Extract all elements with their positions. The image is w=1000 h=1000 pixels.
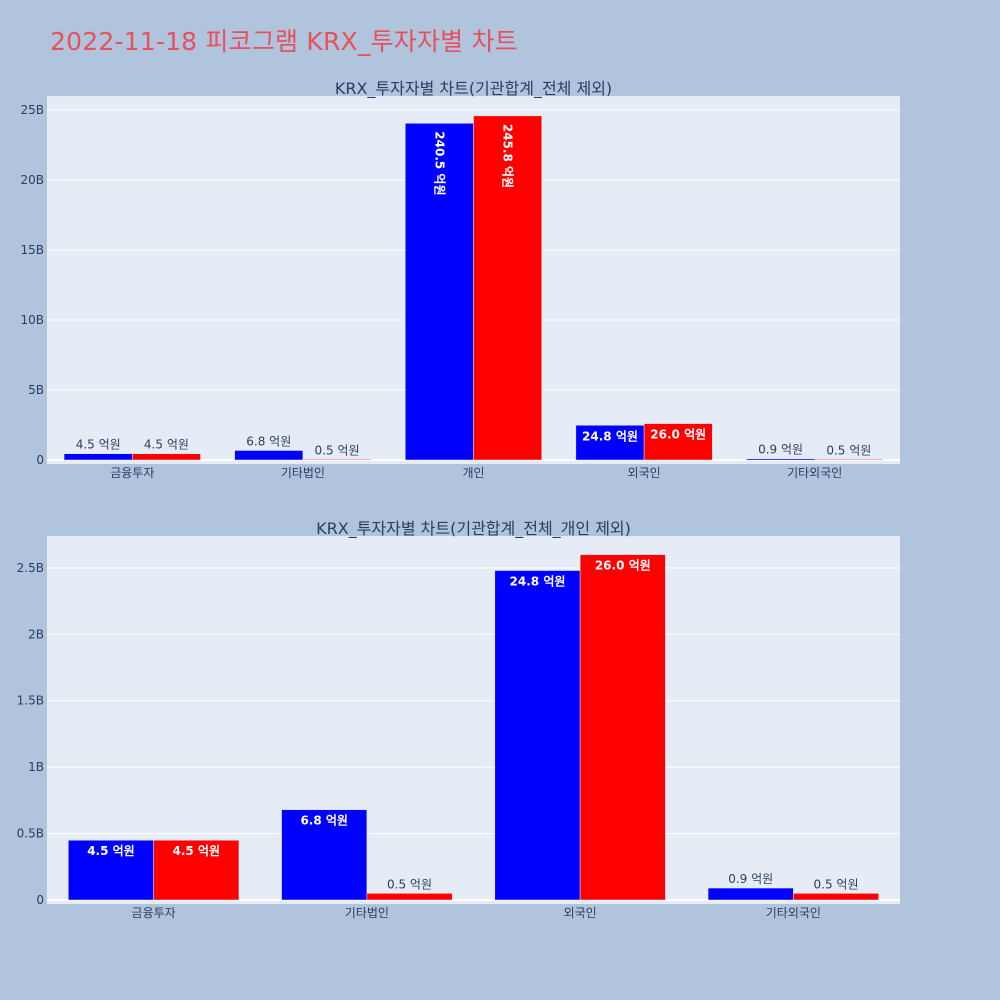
page-title: 2022-11-18 피코그램 KRX_투자자별 차트 [50,27,518,56]
bar-label: 240.5 억원 [432,131,446,195]
chart-title: KRX_투자자별 차트(기관합계_전체 제외) [335,79,612,99]
y-tick-label: 0.5B [17,827,44,841]
bar [63,453,133,461]
x-tick-label: 외국인 [564,906,597,920]
y-tick-label: 20B [20,173,44,187]
bar-label: 6.8 억원 [300,814,348,828]
chart-1: KRX_투자자별 차트(기관합계_전체 제외) 0 5B 10B 15B 20B 25B 금융… [20,79,900,480]
y-tick-label: 15B [20,243,44,257]
bar [302,459,372,461]
x-tick-label: 개인 [462,466,484,480]
chart-2: KRX_투자자별 차트(기관합계_전체_개인 제외) 0 0.5B 1B 1.5B 2B 2… [17,519,900,920]
x-tick-label: 외국인 [628,466,661,480]
bar-label: 0.9 억원 [758,443,803,457]
bar [234,450,304,461]
y-tick-label: 2.5B [17,561,44,575]
bar [366,893,453,901]
y-tick-label: 1.5B [17,694,44,708]
bar [494,570,581,901]
bar-label: 0.5 억원 [826,443,871,457]
bar-label: 4.5 억원 [76,438,121,452]
x-tick-label: 기타외국인 [787,466,842,480]
x-tick-label: 기타법인 [281,466,325,480]
bar [814,459,884,461]
bar [746,458,815,461]
bar-label: 0.5 억원 [387,877,432,891]
bar [707,887,794,901]
x-tick-label: 기타법인 [345,906,389,920]
bar [68,839,154,901]
y-tick-label: 25B [20,103,44,117]
bar-label: 4.5 억원 [173,844,221,858]
bar [132,453,201,461]
y-tick-label: 10B [20,313,44,327]
y-tick-label: 2B [28,627,44,641]
bar [281,809,368,901]
bar-label: 24.8 억원 [582,429,638,443]
bar [579,554,666,901]
bar [643,423,713,461]
x-tick-label: 금융투자 [110,466,154,480]
x-tick-label: 기타외국인 [766,906,821,920]
y-tick-label: 0 [36,453,44,467]
bar-label: 0.5 억원 [315,443,360,457]
y-tick-label: 0 [36,893,44,907]
bar [153,839,240,901]
y-tick-label: 5B [28,383,44,397]
bar-label: 245.8 억원 [501,124,515,188]
bar-label: 0.9 억원 [728,872,773,886]
bar-label: 4.5 억원 [87,844,135,858]
bar [793,893,879,901]
bar-label: 26.0 억원 [650,428,706,442]
y-tick-label: 1B [28,760,44,774]
bar-label: 0.5 억원 [814,877,859,891]
bar [405,123,474,461]
bar [575,425,645,461]
chart-title: KRX_투자자별 차트(기관합계_전체_개인 제외) [316,519,631,539]
bar-label: 4.5 억원 [144,438,189,452]
bar-label: 6.8 억원 [246,434,291,448]
bar-label: 24.8 억원 [510,575,566,589]
bar [473,115,542,461]
bar-label: 26.0 억원 [595,559,651,573]
x-tick-label: 금융투자 [132,906,176,920]
